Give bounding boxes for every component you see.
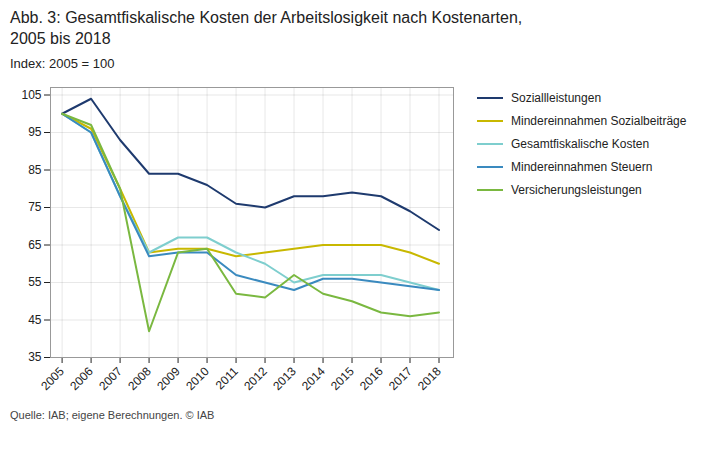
- html-text:Gesamtfiskalische Kosten: Gesamtfiskalische Kosten: [511, 136, 650, 151]
- svg-text:2014: 2014: [299, 364, 328, 393]
- svg-text:65: 65: [28, 237, 42, 251]
- html-text:Mindereinnahmen Sozialbeiträge: Mindereinnahmen Sozialbeiträge: [511, 113, 687, 128]
- html-text:Mindereinnahmen Steuern: Mindereinnahmen Steuern: [511, 159, 653, 174]
- svg-text:55: 55: [28, 275, 42, 289]
- html-text:Quelle: IAB; eigene Berechnung: Quelle: IAB; eigene Berechnungen. © IAB: [10, 408, 215, 421]
- svg-text:85: 85: [28, 162, 42, 176]
- svg-text:45: 45: [28, 312, 42, 326]
- svg-text:2011: 2011: [213, 364, 241, 392]
- svg-text:2010: 2010: [183, 364, 212, 393]
- html-text:Soziallleistungen: Soziallleistungen: [511, 90, 602, 105]
- svg-text:2013: 2013: [270, 364, 299, 393]
- svg-text:2007: 2007: [96, 364, 125, 393]
- svg-text:2008: 2008: [125, 364, 154, 393]
- svg-text:2017: 2017: [386, 364, 415, 393]
- svg-text:2016: 2016: [357, 364, 386, 393]
- svg-text:75: 75: [28, 200, 42, 214]
- svg-text:35: 35: [28, 350, 42, 364]
- svg-text:95: 95: [28, 125, 42, 139]
- svg-text:2018: 2018: [415, 364, 444, 393]
- html-text:Versicherungsleistungen: Versicherungsleistungen: [511, 182, 642, 197]
- svg-text:2009: 2009: [154, 364, 183, 393]
- svg-text:105: 105: [21, 87, 41, 101]
- svg-text:2006: 2006: [67, 364, 96, 393]
- html-text:Index: 2005 = 100: Index: 2005 = 100: [10, 55, 115, 71]
- svg-text:2005: 2005: [38, 364, 67, 393]
- svg-text:2015: 2015: [328, 364, 357, 393]
- svg-text:2012: 2012: [241, 364, 270, 393]
- html-text:Abb. 3: Gesamtfiskalische Kost: Abb. 3: Gesamtfiskalische Kosten der Arb…: [10, 9, 523, 47]
